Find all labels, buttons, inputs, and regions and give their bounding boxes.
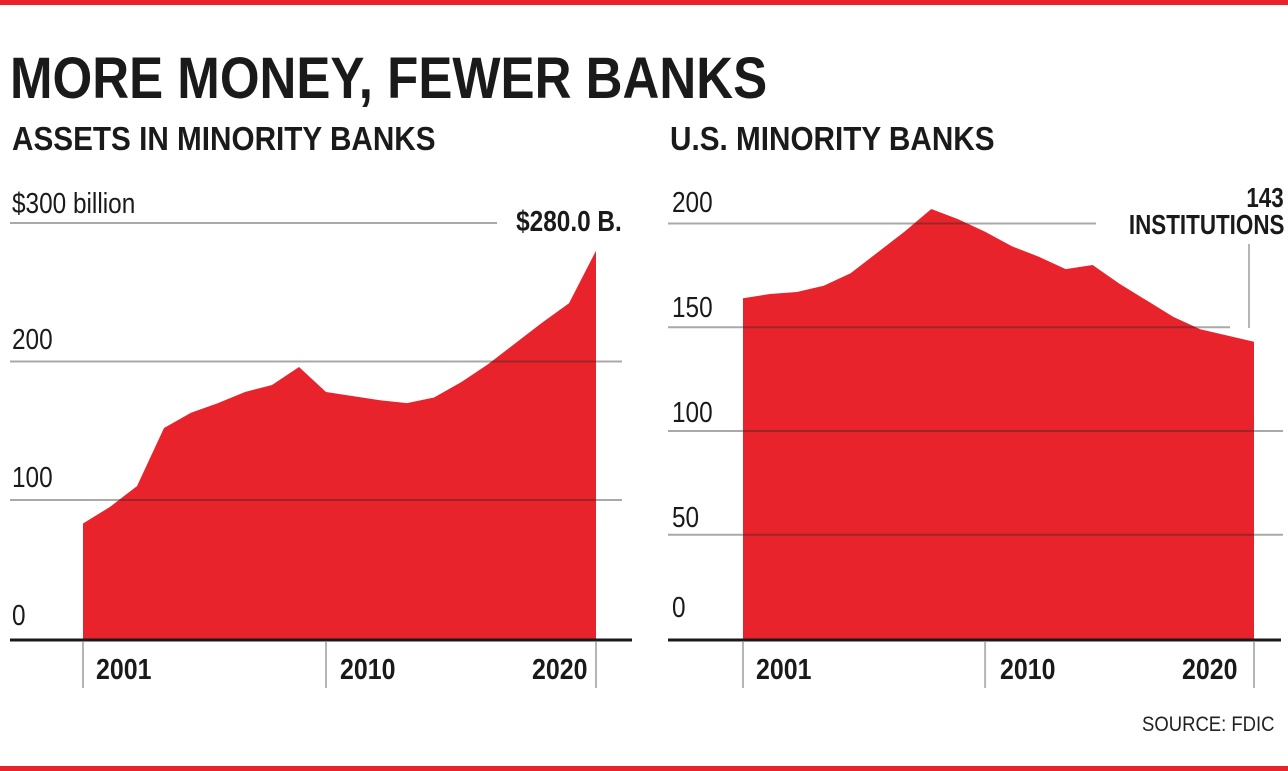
chart1-ytick-0: 0 [12,600,26,632]
area-series-chart2 [743,209,1254,641]
chart1-xtick-2010: 2010 [340,654,396,686]
chart2-ytick-150: 150 [672,292,713,324]
chart2-ytick-0: 0 [672,592,686,624]
chart1-ytick-200: 200 [12,324,53,356]
bottom-accent-bar [0,766,1288,771]
chart2-end-label: INSTITUTIONS [1128,209,1284,240]
chart1-ytick-300: $300 billion [12,188,136,220]
chart2-end-value: 143 [1246,182,1284,213]
chart2-ytick-100: 100 [672,397,713,429]
chart2-ytick-50: 50 [672,502,700,534]
chart2-xtick-2001: 2001 [756,654,812,686]
page-title: MORE MONEY, FEWER BANKS [10,46,768,111]
chart1-xtick-2001: 2001 [96,654,152,686]
chart2-title: U.S. MINORITY BANKS [670,120,995,157]
area-series-chart1 [83,250,596,641]
source-credit: SOURCE: FDIC [1142,713,1275,736]
chart2-ytick-200: 200 [672,187,713,219]
chart2-xtick-2010: 2010 [1000,654,1056,686]
chart1-title: ASSETS IN MINORITY BANKS [12,120,436,157]
chart1-xtick-2020: 2020 [532,654,588,686]
chart2-xtick-2020: 2020 [1182,654,1238,686]
top-accent-bar [0,0,1288,5]
chart1-end-value-annotation: $280.0 B. [516,206,622,238]
chart1-ytick-100: 100 [12,462,53,494]
